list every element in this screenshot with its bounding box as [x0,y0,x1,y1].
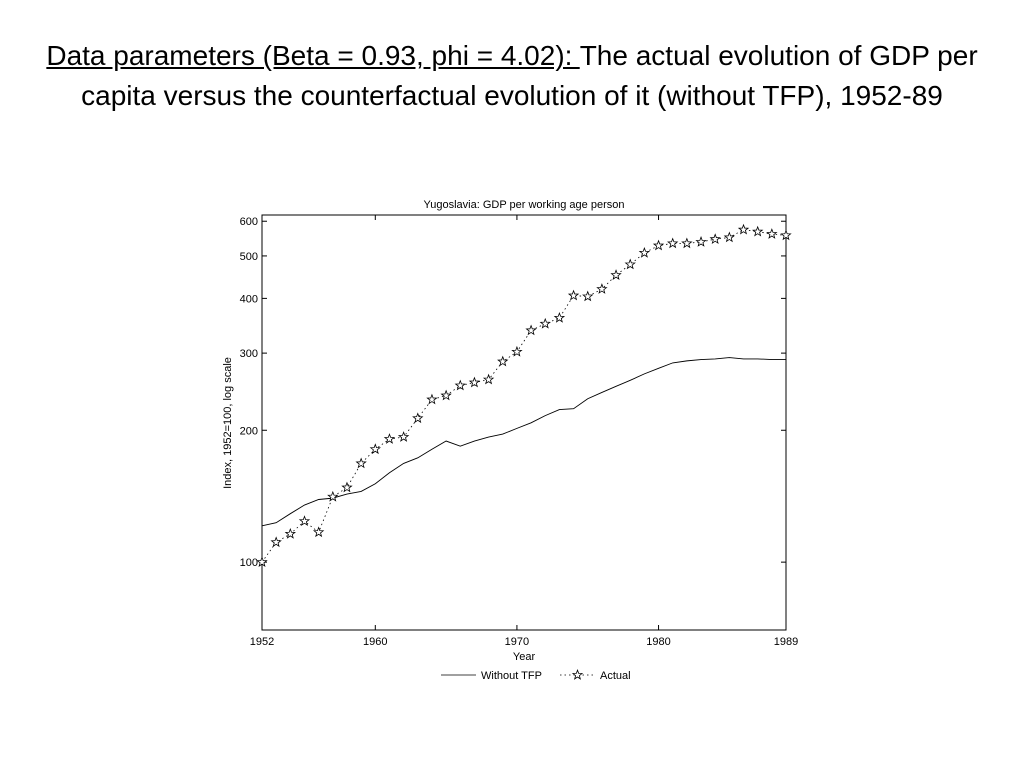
data-point-actual [667,237,679,249]
series-layer [256,223,792,567]
x-axis-label: Year [513,651,536,663]
x-tick-label: 1980 [646,636,670,648]
data-point-actual [511,345,523,357]
data-point-actual [412,412,424,424]
y-tick-label: 200 [240,425,258,437]
slide-title-underlined: Data parameters (Beta = 0.93, phi = 4.02… [46,40,580,71]
data-point-actual [766,228,778,239]
plot-frame [261,214,787,631]
legend-star-icon [571,669,584,680]
data-point-actual [468,376,481,388]
y-tick-label: 100 [240,557,258,569]
data-point-actual [553,311,566,323]
data-point-actual [497,355,509,367]
data-point-actual [723,231,736,243]
x-tick-label: 1989 [774,636,798,648]
data-point-actual [256,556,268,567]
data-point-actual [454,379,466,391]
y-tick-label: 400 [240,293,258,305]
data-point-actual [440,389,452,401]
data-point-actual [567,289,580,301]
data-point-actual [610,269,622,280]
data-point-actual [270,536,282,548]
y-tick-label: 600 [240,216,258,228]
data-point-actual [737,223,750,235]
data-point-actual [355,457,367,469]
data-point-actual [341,481,353,493]
legend: Without TFP Actual [441,669,631,682]
y-axis: 100 200 300 400 500 600 [240,216,786,569]
legend-label-actual: Actual [600,670,631,682]
data-point-actual [397,431,410,442]
data-point-actual [539,317,551,329]
data-point-actual [652,239,665,251]
y-tick-label: 500 [240,251,258,263]
legend-label-without-tfp: Without TFP [481,670,542,682]
chart-title: Yugoslavia: GDP per working age person [424,199,625,211]
data-point-actual [596,283,608,294]
x-tick-label: 1970 [505,636,529,648]
data-point-actual [369,443,381,455]
series-line-without-tfp [261,357,786,527]
x-tick-label: 1952 [250,636,274,648]
data-point-actual [298,515,311,527]
y-axis-label: Index, 1952=100, log scale [222,357,234,489]
y-tick-label: 300 [240,348,258,360]
data-point-actual [525,324,537,336]
legend-marker-actual [571,669,584,680]
data-point-actual [780,229,792,241]
data-point-actual [284,527,296,539]
data-point-actual [482,373,495,385]
data-point-actual [695,236,707,247]
slide-title: Data parameters (Beta = 0.93, phi = 4.02… [40,36,984,116]
data-point-actual [582,290,594,302]
data-point-actual [312,526,325,538]
data-point-actual [752,225,764,237]
data-point-actual [383,433,396,444]
data-point-actual [327,490,339,502]
series-line-actual [261,229,787,563]
data-point-actual [638,246,651,258]
slide-title-rest: The actual evolution of GDP per capita v… [81,40,978,111]
data-point-actual [624,258,636,270]
data-point-actual [709,233,721,245]
x-tick-label: 1960 [363,636,387,648]
data-point-actual [681,237,693,249]
data-point-actual [426,393,438,405]
x-axis: 1952 1960 1970 1980 1989 [250,215,798,648]
